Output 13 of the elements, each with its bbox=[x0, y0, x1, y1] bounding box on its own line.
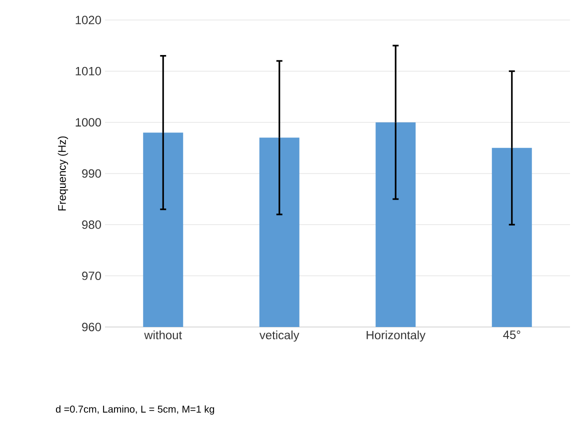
x-tick-label: without bbox=[144, 330, 182, 340]
x-tick-label: Horizontaly bbox=[366, 330, 426, 342]
x-tick-label: veticaly bbox=[259, 330, 300, 342]
y-tick-label: 1020 bbox=[76, 16, 102, 24]
y-tick-label: 990 bbox=[82, 169, 102, 178]
text: d =0.7cm, Lamino, L = 5cm, M=1 kg bbox=[56, 405, 214, 415]
y-tick-label: 960 bbox=[82, 322, 102, 332]
y-tick-label: 1000 bbox=[76, 118, 102, 127]
x-tick-label: 45° bbox=[503, 330, 520, 339]
y-axis-title: Frequency (Hz) bbox=[58, 136, 68, 210]
y-tick-label: 980 bbox=[82, 220, 102, 229]
y-tick-label: 970 bbox=[82, 272, 102, 280]
y-tick-label: 1010 bbox=[76, 66, 102, 76]
